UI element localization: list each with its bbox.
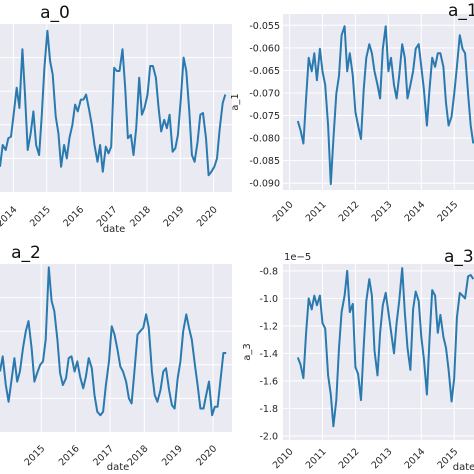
chart-title-a1: a_1 [448,1,474,21]
x-tick-label-a2: 2016 [57,443,82,468]
y-tick-labels-a3: -0.8 -1.0 -1.2 -1.4 -1.6 -1.8 -2.0 [259,266,278,442]
x-tick-label-a3: 2010 [271,446,296,471]
x-tick-label-a0: 2018 [128,204,153,229]
x-tick-label-a0: 2014 [0,204,19,229]
y-axis-title-a1: a_1 [230,93,241,111]
y-tick-label-a1: -0.070 [249,88,280,99]
y-tick-label-a1: -0.060 [249,43,280,54]
y-tick-label-a3: -1.0 [259,294,278,305]
x-tick-label-a3: 2011 [304,446,329,471]
y-tick-label-a1: -0.090 [249,179,280,190]
series-line-a0 [0,29,227,177]
x-tick-labels-a3: 2010 2011 2012 2013 2014 2015 [271,446,461,471]
x-axis-title-a2: date [107,462,130,473]
x-tick-label-a3: 2013 [370,446,395,471]
x-tick-label-a1: 2013 [370,199,395,224]
chart-a0: 2014 2015 2016 2017 2018 2019 2020 a_0 date [0,3,232,235]
grid-a1 [283,14,474,190]
y-tick-label-a3: -0.8 [259,266,278,277]
axis-offset-label-a3: 1e−5 [284,252,311,263]
x-tick-label-a0: 2015 [28,204,53,229]
chart-a1: 2010 2011 2012 2013 2014 2015 -0.055-0.060-0.… [230,1,474,224]
series-line-a1 [296,25,474,186]
x-tick-label-a2: 2018 [126,443,151,468]
x-tick-label-a1: 2015 [435,199,460,224]
y-tick-label-a3: -2.0 [259,431,278,442]
x-tick-label-a2: 2019 [160,443,185,468]
plot-area-a2 [0,264,232,432]
y-tick-label-a1: -0.085 [249,156,280,167]
series-line-a3 [296,267,474,428]
chart-title-a0: a_0 [40,3,70,23]
y-tick-label-a1: -0.075 [249,111,280,122]
x-tick-label-a0: 2016 [61,204,86,229]
y-tick-label-a3: -1.2 [259,321,278,332]
y-axis-title-a3: a_3 [242,343,253,361]
x-tick-label-a2: 2015 [22,443,47,468]
series-line-a2 [0,266,227,417]
chart-title-a3: a_3 [444,247,474,267]
y-tick-labels-a1: -0.055 -0.060 -0.065 -0.070 -0.075 -0.080 -0.0… [249,21,280,190]
x-axis-title-a3: date [453,462,474,473]
x-tick-label-a2: 2020 [194,443,219,468]
x-axis-title-a0: date [103,224,126,235]
x-tick-label-a3: 2014 [403,446,428,471]
y-tick-label-a3: -1.6 [259,376,278,387]
chart-title-a2: a_2 [11,243,41,263]
x-tick-label-a3: 2012 [337,446,362,471]
y-tick-label-a3: -1.4 [259,349,278,360]
x-tick-labels-a1: 2010 2011 2012 2013 2014 2015 [271,199,461,224]
y-tick-label-a3: -1.8 [259,404,278,415]
y-tick-label-a1: -0.055 [249,21,280,32]
x-tick-label-a1: 2014 [403,199,428,224]
x-tick-label-a0: 2019 [161,204,186,229]
plot-area-a0 [0,24,232,192]
y-tick-label-a1: -0.065 [249,66,280,77]
x-tick-label-a1: 2012 [337,199,362,224]
chart-a3: 2010 2011 2012 2013 2014 2015 -0.8-1.0-1.2-1.… [242,247,474,473]
y-tick-label-a1: -0.080 [249,134,280,145]
x-tick-label-a1: 2010 [271,199,296,224]
x-tick-label-a0: 2020 [195,204,220,229]
chart-a2: 2015 2016 2017 2018 2019 2020 a_2 date [0,243,232,473]
x-tick-label-a1: 2011 [304,199,329,224]
